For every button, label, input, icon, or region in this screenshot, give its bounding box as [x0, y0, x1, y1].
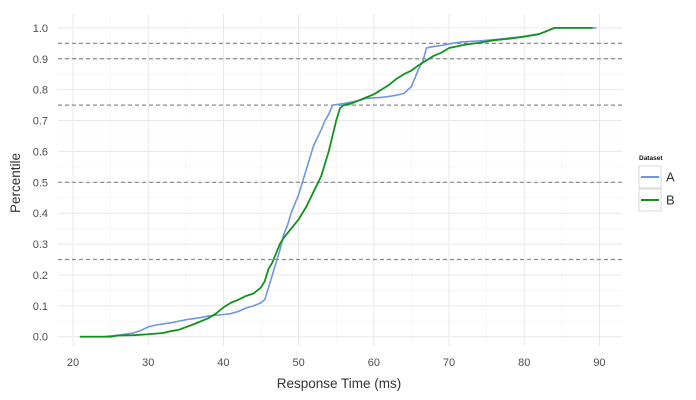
legend-items: AB [638, 165, 675, 212]
grid-lines [58, 14, 622, 346]
legend-label: A [666, 170, 675, 185]
legend: Dataset AB [638, 155, 675, 212]
y-axis-ticks: 0.0 0.1 0.2 0.3 0.4 0.5 0.6 0.7 0.8 0.9 1.0 [33, 23, 48, 344]
x-axis-ticks: 20 30 40 50 60 70 80 90 [67, 357, 606, 369]
y-tick-label: 0.2 [33, 270, 48, 282]
series-lines [79, 27, 597, 338]
x-axis-title: Response Time (ms) [277, 376, 402, 391]
legend-item-b: B [638, 188, 675, 212]
y-tick-label: 0.0 [33, 332, 48, 344]
series-line-b [79, 27, 593, 338]
y-tick-label: 0.5 [33, 177, 48, 189]
series-line-a [79, 27, 597, 338]
y-tick-label: 0.8 [33, 85, 48, 97]
x-tick-label: 60 [368, 357, 380, 369]
y-axis-title: Percentile [8, 153, 23, 213]
y-tick-label: 0.4 [33, 208, 48, 220]
x-tick-label: 80 [518, 357, 530, 369]
legend-label: B [666, 193, 675, 208]
x-tick-label: 90 [593, 357, 605, 369]
legend-item-a: A [638, 165, 675, 189]
y-tick-label: 0.1 [33, 301, 48, 313]
x-tick-label: 30 [142, 357, 154, 369]
x-tick-label: 50 [293, 357, 305, 369]
y-tick-label: 1.0 [33, 23, 48, 35]
y-tick-label: 0.7 [33, 116, 48, 128]
x-tick-label: 40 [217, 357, 229, 369]
x-tick-label: 20 [67, 357, 79, 369]
reference-lines [58, 42, 622, 261]
y-tick-label: 0.9 [33, 54, 48, 66]
x-tick-label: 70 [443, 357, 455, 369]
y-tick-label: 0.6 [33, 146, 48, 158]
legend-title: Dataset [639, 155, 663, 162]
y-tick-label: 0.3 [33, 239, 48, 251]
